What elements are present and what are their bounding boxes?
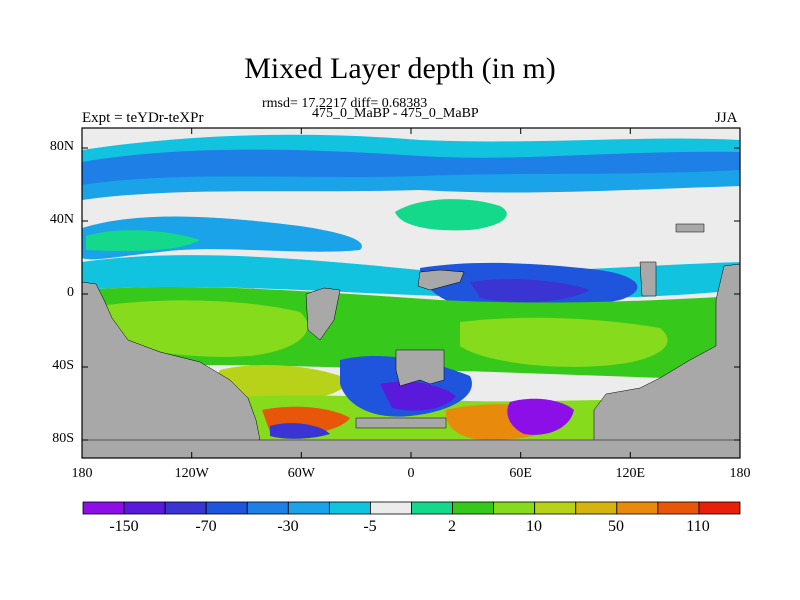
- colorbar-swatch: [534, 501, 577, 515]
- x-tick-label: 120W: [174, 466, 209, 481]
- colorbar-swatch: [82, 501, 125, 515]
- field-north-band-cyan: [82, 134, 740, 162]
- map-field: [82, 128, 740, 458]
- colorbar-swatch: [370, 501, 412, 515]
- field-so-blue-2: [270, 423, 330, 439]
- colorbar-swatch: [123, 501, 166, 515]
- field-south-yellow: [216, 365, 350, 401]
- colorbar-label: -150: [109, 518, 139, 535]
- colorbar-label: 10: [526, 518, 542, 535]
- field-south-lightgreen-2: [460, 317, 668, 367]
- colorbar-label: -5: [363, 518, 377, 535]
- land-island-ne: [675, 223, 705, 233]
- colorbar-label: 50: [608, 518, 624, 535]
- season-label: JJA: [715, 110, 738, 126]
- colorbar-swatch: [287, 501, 330, 515]
- stats-line: rmsd= 17.2217 diff= 0.68383: [262, 96, 428, 111]
- field-eq-darkblue: [470, 279, 590, 303]
- colorbar-label: 110: [686, 518, 710, 535]
- y-tick-label: 80S: [52, 431, 74, 446]
- field-so-purple: [380, 381, 456, 411]
- colorbar-swatch: [164, 501, 207, 515]
- colorbar-label: -30: [277, 518, 299, 535]
- experiment-label: Expt = teYDr-teXPr: [82, 110, 204, 126]
- colorbar-swatch: [205, 501, 248, 515]
- y-tick-label: 40N: [49, 212, 74, 227]
- land-island-e: [639, 261, 657, 297]
- map-ticks: [81, 128, 741, 458]
- colorbar-swatch: [575, 501, 618, 515]
- land-africa-south: [593, 263, 740, 458]
- colorbar-swatch: [246, 501, 289, 515]
- x-tick-label: 120E: [615, 466, 646, 481]
- colorbar-swatch: [411, 501, 453, 515]
- field-so-purple-2: [507, 398, 574, 435]
- colorbar-label: 2: [448, 518, 456, 535]
- x-tick-label: 180: [71, 466, 93, 481]
- land-island-se: [355, 417, 447, 429]
- y-tick-label: 0: [67, 285, 74, 300]
- colorbar-swatch: [493, 501, 536, 515]
- colorbar-swatch: [698, 501, 741, 515]
- chart-title: Mixed Layer depth (in m): [244, 52, 556, 85]
- colorbar-label: -70: [195, 518, 217, 535]
- x-tick-label: 180: [729, 466, 751, 481]
- x-tick-label: 60E: [509, 466, 532, 481]
- colorbar: [82, 501, 741, 515]
- field-n-atlantic-green: [395, 199, 507, 231]
- run-line: 475_0_MaBP - 475_0_MaBP: [312, 106, 479, 121]
- colorbar-swatch: [452, 501, 495, 515]
- field-south-lightgreen: [100, 300, 308, 357]
- x-tick-label: 0: [407, 466, 415, 481]
- land-antarctica: [82, 439, 740, 458]
- x-tick-label: 60W: [287, 466, 315, 481]
- y-tick-label: 40S: [52, 358, 74, 373]
- land-island-central: [395, 349, 445, 387]
- field-nw-green: [86, 230, 200, 251]
- land-island-west: [305, 287, 341, 341]
- y-tick-label: 80N: [49, 139, 74, 154]
- colorbar-swatch: [616, 501, 659, 515]
- colorbar-swatch: [328, 501, 371, 515]
- field-north-band-lightblue: [82, 170, 740, 200]
- colorbar-swatch: [657, 501, 700, 515]
- land-island-north: [417, 269, 465, 291]
